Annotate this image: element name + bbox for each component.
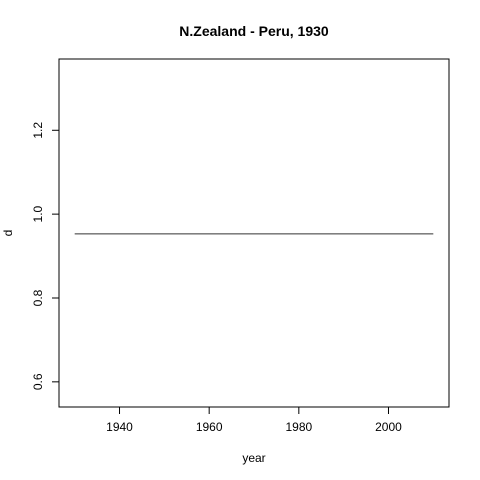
y-tick-label: 0.6 xyxy=(31,373,45,390)
plot-frame xyxy=(58,58,450,408)
x-tick-label: 2000 xyxy=(375,420,402,434)
y-tick-label: 1.0 xyxy=(31,205,45,222)
x-tick-label: 1960 xyxy=(196,420,223,434)
x-tick-label: 1980 xyxy=(285,420,312,434)
y-axis: 0.6 0.8 1.0 1.2 xyxy=(31,122,60,390)
y-tick-label: 0.8 xyxy=(31,289,45,306)
x-axis: 1940 1960 1980 2000 xyxy=(106,406,402,434)
x-tick-label: 1940 xyxy=(106,420,133,434)
chart-title: N.Zealand - Peru, 1930 xyxy=(179,23,329,39)
y-axis-label: d xyxy=(1,230,15,237)
y-tick-label: 1.2 xyxy=(31,122,45,139)
x-axis-label: year xyxy=(242,451,265,465)
